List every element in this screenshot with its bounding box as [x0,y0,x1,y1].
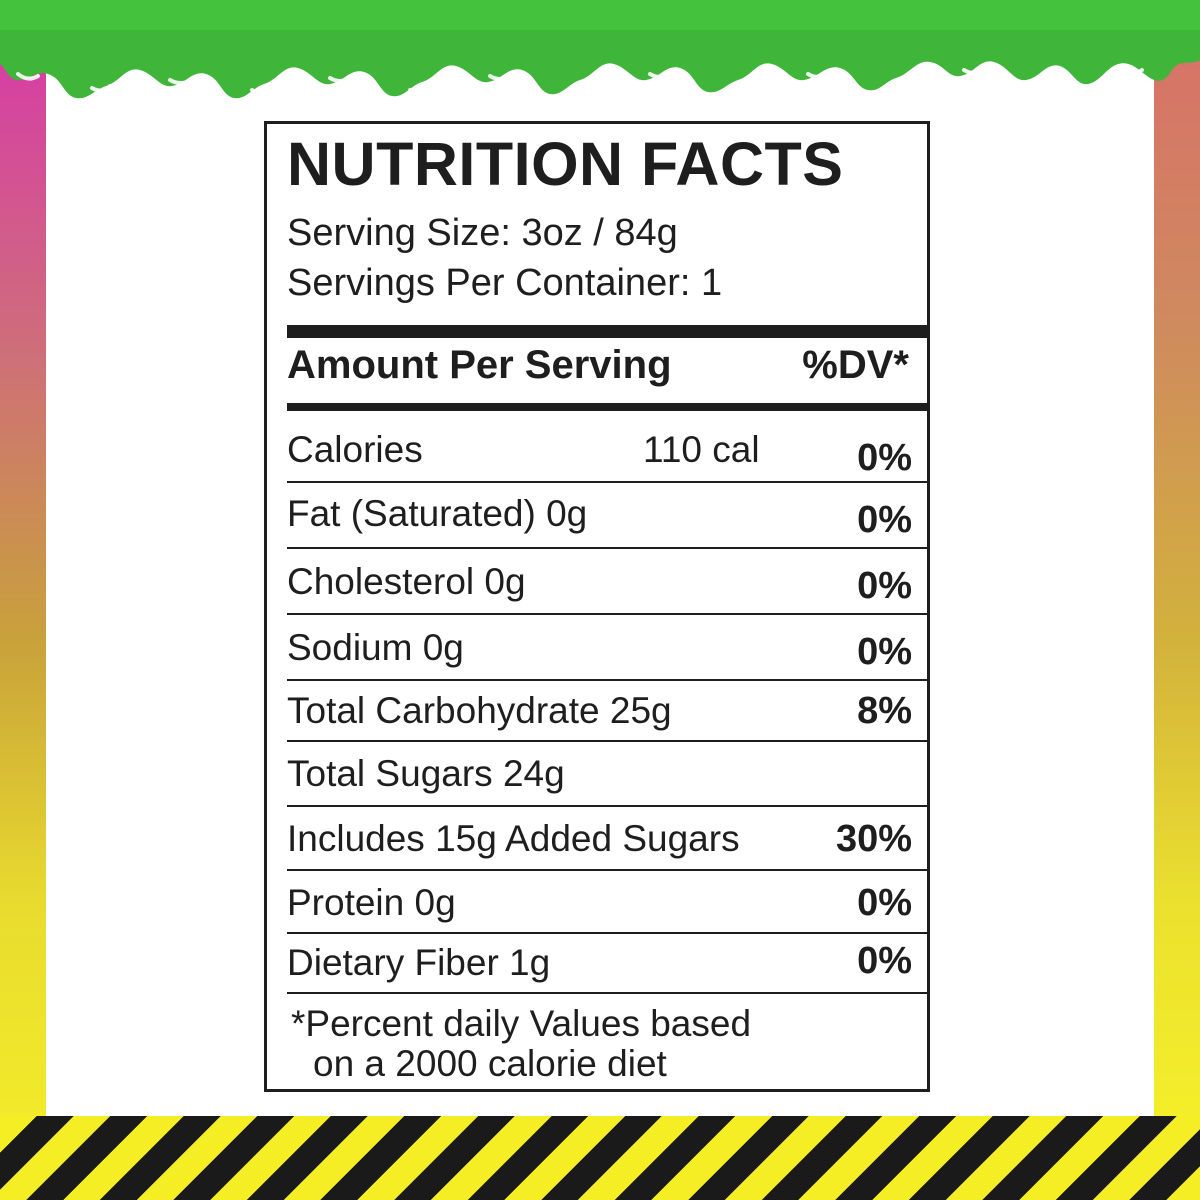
nutrient-name: Total Sugars 24g [287,753,565,794]
nutrition-title: NUTRITION FACTS [287,130,844,198]
nutrition-facts-panel: NUTRITION FACTS Serving Size: 3oz / 84g … [264,121,930,1092]
footnote-line-2: on a 2000 calorie diet [313,1043,667,1084]
nutrient-row: Dietary Fiber 1g 0% [287,934,930,994]
nutrient-row: Protein 0g 0% [287,871,930,934]
nutrient-name: Protein 0g [287,882,456,923]
nutrient-name: Calories [287,429,423,470]
thick-divider-top [287,325,930,338]
nutrient-name: Dietary Fiber 1g [287,942,551,983]
calories-amount: 110 cal [643,429,760,470]
right-gradient-border [1154,60,1200,1120]
nutrient-row: Cholesterol 0g 0% [287,549,930,615]
nutrient-row: Includes 15g Added Sugars 30% [287,807,930,871]
nutrient-dv: 30% [835,818,912,860]
nutrient-name: Total Carbohydrate 25g [287,690,672,731]
nutrient-dv: 0% [857,499,912,541]
nutrient-name: Cholesterol 0g [287,561,526,602]
thick-divider-bottom [287,403,930,411]
nutrient-row: Sodium 0g 0% [287,615,930,681]
nutrient-dv: 0% [857,882,912,924]
footnote-line-1: *Percent daily Values based [291,1003,752,1044]
nutrient-list: Calories 110 cal 0% Fat (Saturated) 0g 0… [287,410,930,994]
amount-per-serving-label: Amount Per Serving [287,343,672,387]
nutrient-dv: 0% [857,631,912,673]
nutrient-dv: 0% [857,940,912,982]
dv-footnote: *Percent daily Values based on a 2000 ca… [291,1004,751,1084]
green-slime-drip [0,0,1200,99]
servings-per-container: Servings Per Container: 1 [287,262,723,304]
nutrient-dv: 8% [857,690,912,732]
nutrient-row-calories: Calories 110 cal 0% [287,410,930,483]
nutrient-name: Sodium 0g [287,627,464,668]
left-gradient-border [0,60,46,1120]
nutrient-name: Fat (Saturated) 0g [287,493,588,534]
nutrient-row: Fat (Saturated) 0g 0% [287,483,930,549]
hazard-stripe-band [0,1116,1200,1200]
serving-size: Serving Size: 3oz / 84g [287,212,678,254]
dv-header-label: %DV* [802,343,909,387]
amount-header-row: Amount Per Serving %DV* [287,345,909,385]
nutrient-name: Includes 15g Added Sugars [287,818,740,859]
nutrient-row: Total Sugars 24g [287,742,930,807]
nutrient-row: Total Carbohydrate 25g 8% [287,681,930,742]
nutrient-dv: 0% [857,437,912,479]
nutrient-dv: 0% [857,565,912,607]
